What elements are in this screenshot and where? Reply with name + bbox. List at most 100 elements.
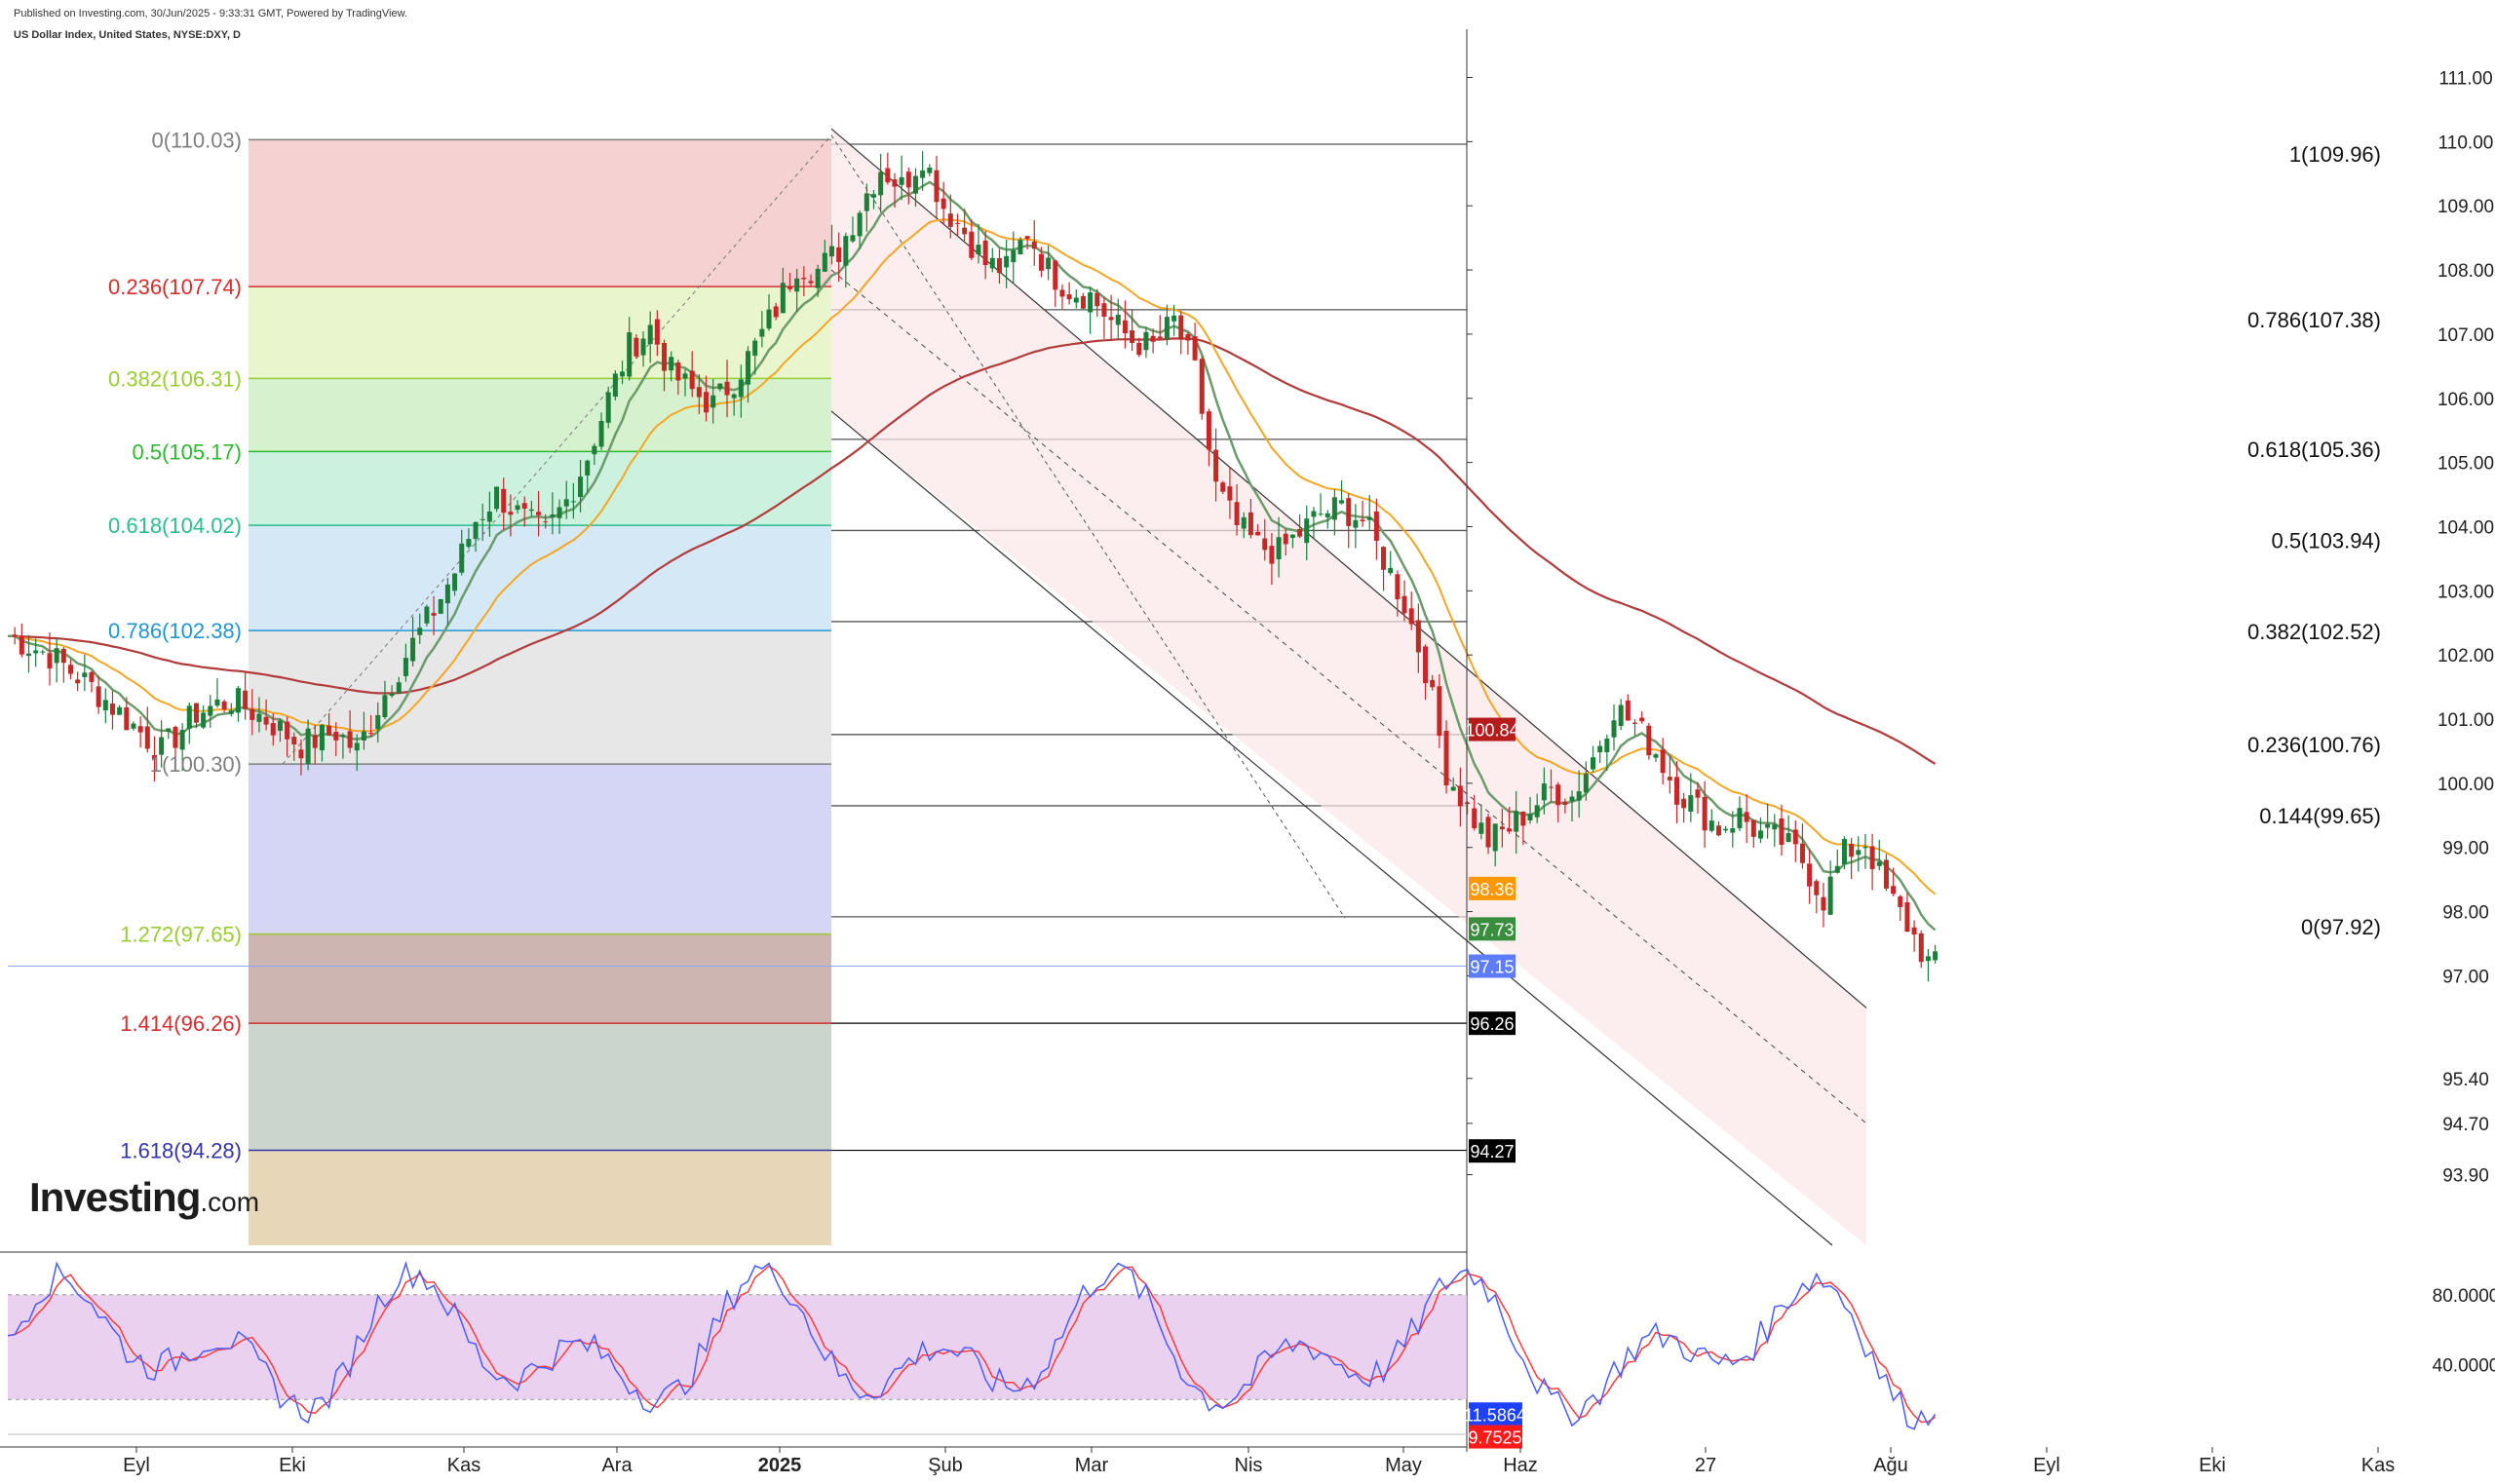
candle-body (473, 521, 479, 540)
candle-body (1625, 700, 1631, 721)
candle-body (1185, 333, 1191, 341)
candle-body (1507, 828, 1513, 832)
candle-body (1814, 881, 1820, 895)
candle-body (885, 168, 891, 183)
candle-body (689, 370, 695, 390)
x-tick-label: Haz (1503, 1455, 1538, 1476)
candle-body (1744, 812, 1749, 822)
candle-body (1514, 811, 1519, 832)
candle-body (33, 650, 39, 654)
candle-body (270, 723, 276, 736)
candle-body (1297, 528, 1303, 537)
candle-body (1080, 295, 1086, 309)
candle-body (1576, 791, 1582, 801)
candle-body (1730, 828, 1736, 833)
candle-body (1395, 574, 1401, 600)
candle-body (724, 381, 730, 396)
candle-body (662, 342, 668, 371)
fib-right-label: 0.5(103.94) (2271, 528, 2381, 552)
candle-body (780, 283, 786, 314)
osc-band (8, 1294, 1467, 1400)
candle-body (1702, 796, 1708, 831)
candle-body (1130, 330, 1135, 344)
candle-body (1353, 519, 1359, 528)
stoch-d-line (7, 1265, 1936, 1424)
candle-body (1324, 513, 1330, 517)
fib-label: 1.414(96.26) (120, 1011, 242, 1036)
price-tag-label: 98.36 (1470, 880, 1514, 899)
price-axis: 111.00 110.00 109.00 108.00 107.00 106.00 105.… (1465, 29, 2494, 1452)
candle-body (1381, 547, 1387, 570)
x-tick-label: Eki (279, 1455, 306, 1476)
fib-right-label: 0.382(102.52) (2247, 620, 2381, 644)
x-tick-label: Nis (1235, 1455, 1263, 1476)
candle-body (612, 373, 618, 398)
candle-body (1220, 482, 1226, 492)
fib-trend-line-2 (830, 134, 1346, 919)
candle-body (857, 212, 863, 237)
candle-body (277, 720, 283, 731)
candle-body (1465, 802, 1471, 805)
price-tag-box (1469, 954, 1516, 978)
candle-body (1373, 511, 1379, 541)
candle-body (864, 193, 869, 211)
x-tick-label: Şub (928, 1455, 963, 1476)
candle-body (1660, 749, 1666, 774)
channel-fill (831, 129, 1866, 1245)
candle-body (934, 170, 940, 203)
candle-body (1108, 317, 1114, 321)
candle-body (1653, 754, 1659, 758)
candle-body (822, 252, 827, 272)
candle-body (1499, 826, 1505, 830)
candle-body (166, 728, 172, 733)
candle-body (501, 488, 507, 514)
candle-body (536, 512, 542, 515)
candle-body (389, 694, 395, 697)
candle-body (1849, 844, 1855, 857)
fib-label: 0.5(105.17) (132, 439, 242, 464)
candle-body (480, 518, 485, 520)
candle-body (1597, 745, 1603, 753)
candle-body (424, 606, 430, 624)
y-tick-label: 109.00 (2437, 197, 2494, 217)
y-tick-label: 99.00 (2442, 839, 2489, 859)
candle-body (1031, 241, 1037, 249)
candle-body (1171, 315, 1177, 322)
candle-body (25, 653, 32, 657)
y-tick-label: 95.40 (2442, 1070, 2489, 1090)
candle-body (1024, 236, 1030, 240)
x-tick-label: Kas (447, 1455, 480, 1476)
candle-body (1590, 757, 1596, 770)
candle-body (717, 383, 723, 390)
candle-body (1708, 820, 1714, 831)
candle-body (828, 246, 835, 257)
candle-body (201, 712, 207, 728)
candle-body (1408, 608, 1414, 625)
candle-body (347, 731, 353, 748)
candle-body (1918, 932, 1924, 963)
price-tag-box (1469, 1139, 1516, 1163)
stochastic-pane: 80.0000 40.0000 11.5864 9.7525 (0, 1251, 2495, 1449)
candle-body (1283, 533, 1288, 545)
fib-zone (249, 764, 831, 934)
symbol-title: US Dollar Index, United States, NYSE:DXY… (14, 29, 241, 41)
candle-body (1115, 314, 1121, 325)
fib-zone (249, 139, 831, 287)
candle-body (1360, 519, 1365, 521)
candle-body (263, 716, 269, 725)
candle-body (976, 245, 981, 255)
y-tick-label: 93.90 (2442, 1166, 2489, 1187)
candle-body (521, 503, 527, 510)
price-tag-box (1469, 1011, 1516, 1036)
fib-label: 0.236(107.74) (108, 275, 242, 299)
candle-body (1457, 785, 1463, 807)
fib-trend-line (282, 134, 832, 765)
candle-body (291, 737, 297, 745)
y-tick-label: 94.70 (2442, 1115, 2489, 1135)
candle-body (1765, 824, 1771, 828)
candle-body (40, 651, 46, 653)
candle-body (1779, 818, 1785, 846)
candle-body (1799, 843, 1805, 863)
candle-body (1157, 336, 1163, 339)
